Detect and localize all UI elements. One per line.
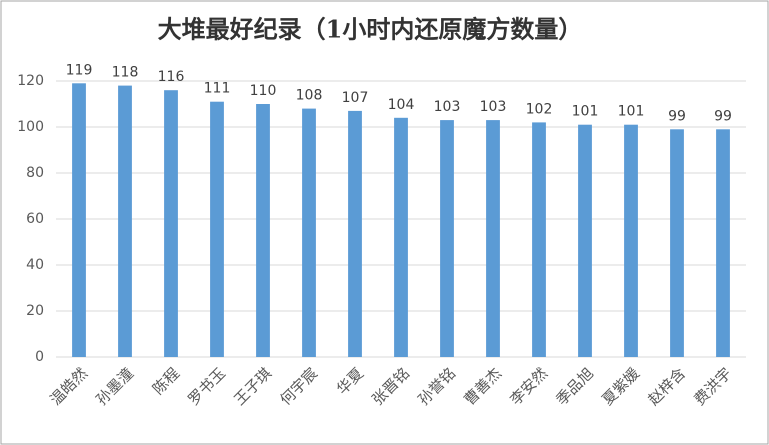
value-label: 108 <box>296 88 323 104</box>
y-tick-label: 100 <box>17 119 44 135</box>
value-label: 101 <box>618 104 645 120</box>
bar <box>440 120 454 357</box>
bar <box>394 117 408 357</box>
value-label: 104 <box>388 97 415 113</box>
value-label: 103 <box>434 99 461 115</box>
y-tick-label: 0 <box>35 349 44 365</box>
bar <box>348 110 362 358</box>
bar <box>72 83 86 358</box>
bar <box>532 122 546 358</box>
value-label: 99 <box>714 108 732 124</box>
bar <box>624 124 638 357</box>
bar <box>118 85 132 357</box>
bar <box>670 129 684 357</box>
value-label: 107 <box>342 90 369 106</box>
value-label: 101 <box>572 104 599 120</box>
value-label: 119 <box>66 62 93 78</box>
y-tick-label: 20 <box>26 303 44 319</box>
value-label: 111 <box>204 81 231 97</box>
bar <box>256 104 270 357</box>
chart-title: 大堆最好纪录（1小时内还原魔方数量） <box>158 15 583 44</box>
bar <box>210 101 224 357</box>
bar <box>486 120 500 357</box>
value-label: 99 <box>668 108 686 124</box>
y-tick-label: 40 <box>26 257 44 273</box>
bar <box>302 108 316 357</box>
bar <box>164 90 178 357</box>
bar <box>716 129 730 357</box>
value-label: 110 <box>250 83 277 99</box>
value-label: 103 <box>480 99 507 115</box>
y-tick-label: 60 <box>26 211 44 227</box>
value-label: 102 <box>526 101 553 117</box>
y-tick-label: 80 <box>26 165 44 181</box>
value-label: 118 <box>112 65 139 81</box>
value-label: 116 <box>158 69 185 85</box>
bar <box>578 124 592 357</box>
y-tick-label: 120 <box>17 73 44 89</box>
